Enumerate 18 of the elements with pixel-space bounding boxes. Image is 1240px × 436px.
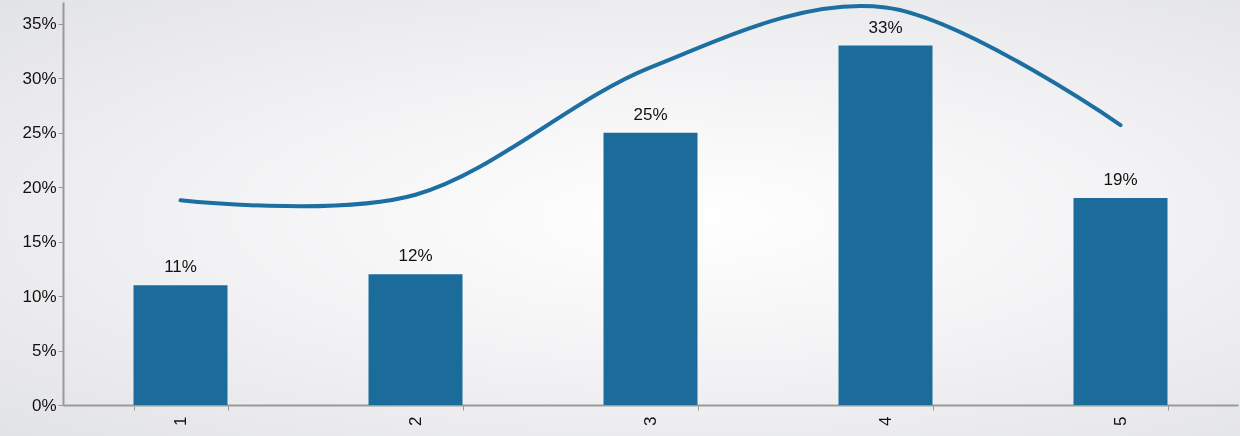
- data-label: 19%: [1103, 170, 1138, 190]
- data-label: 12%: [398, 246, 433, 266]
- x-tick-label: 5: [1111, 416, 1130, 426]
- y-tick-label: 20%: [22, 177, 57, 197]
- y-tick-label: 25%: [22, 123, 57, 143]
- y-tick-label: 0%: [31, 395, 57, 415]
- data-label: 25%: [633, 104, 668, 124]
- y-tick-label: 30%: [22, 68, 57, 88]
- x-tick-label: 1: [171, 416, 190, 426]
- y-tick-label: 5%: [31, 341, 57, 361]
- y-tick-label: 10%: [22, 286, 57, 306]
- data-label: 33%: [868, 17, 903, 37]
- x-tick-label: 2: [406, 416, 425, 426]
- x-tick-label: 4: [876, 416, 895, 426]
- x-tick-label: 3: [641, 416, 660, 426]
- data-label: 11%: [164, 257, 197, 277]
- y-tick-label: 35%: [22, 14, 57, 34]
- y-tick-label: 15%: [22, 232, 57, 252]
